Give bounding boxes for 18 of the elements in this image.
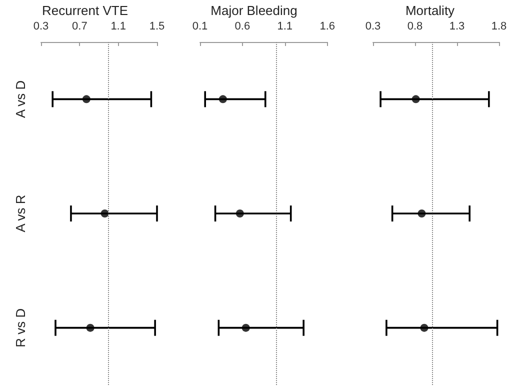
x-tick-label: 1.6 [320,20,336,32]
x-tick-label: 0.7 [72,20,88,32]
x-tick-label: 1.3 [449,20,465,32]
x-tick-label: 0.3 [33,20,49,32]
chart-title: Mortality [405,3,456,18]
x-tick-label: 1.5 [149,20,165,32]
x-tick-label: 1.1 [110,20,126,32]
x-tick-label: 1.8 [491,20,507,32]
y-tick-label: R vs D [13,308,28,348]
chart-title: Recurrent VTE [42,3,128,18]
y-tick-label: A vs D [13,80,28,118]
x-tick-label: 1.1 [277,20,293,32]
x-tick-label: 0.1 [192,20,208,32]
x-tick-label: 0.8 [407,20,423,32]
x-tick-label: 0.6 [234,20,250,32]
x-tick-label: 0.3 [365,20,381,32]
chart-title: Major Bleeding [210,3,298,18]
y-tick-label: A vs R [13,194,28,232]
